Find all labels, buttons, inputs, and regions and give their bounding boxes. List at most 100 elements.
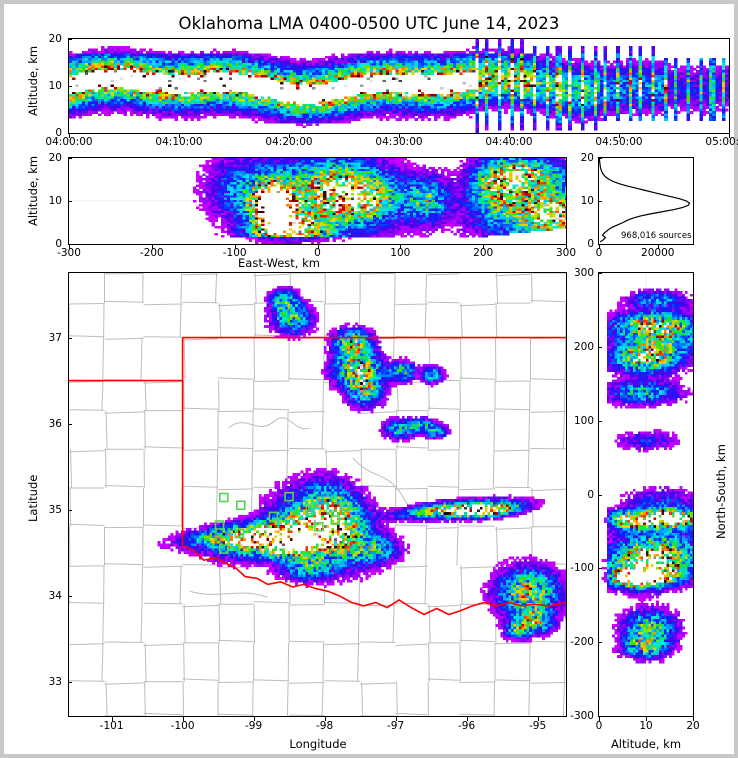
tick-mark (400, 245, 402, 249)
tick-mark (693, 717, 694, 721)
tick-label: 0 (55, 127, 62, 139)
tick-label: 20 (686, 720, 700, 732)
tick-label: 20 (48, 152, 62, 164)
tick-label: 0 (587, 488, 594, 501)
tick-label: 200 (573, 340, 594, 353)
tick-mark (598, 201, 602, 202)
map-xlabel: Longitude (289, 737, 347, 751)
tick-label: 0 (587, 238, 594, 250)
tick-label: 04:30:00 (375, 136, 423, 148)
tick-mark (289, 134, 290, 138)
tick-label: 34 (48, 589, 62, 602)
tick-label: 35 (48, 503, 62, 516)
tick-label: 0 (595, 720, 603, 732)
tick-mark (598, 244, 602, 245)
tick-label: 37 (48, 331, 62, 344)
tick-mark (179, 134, 180, 138)
tick-mark (253, 717, 255, 721)
tick-label: -96 (458, 720, 476, 732)
tick-label: 20000 (641, 247, 675, 259)
tick-mark (68, 681, 72, 683)
tick-mark (68, 133, 72, 134)
altitude-northsouth-plot (601, 273, 693, 716)
time-altitude-panel[interactable] (68, 38, 730, 134)
tick-label: 20 (580, 152, 594, 164)
tick-mark (657, 245, 659, 249)
tick-label: 10 (48, 195, 62, 207)
tick-label: 0 (55, 238, 62, 250)
tick-mark (111, 717, 113, 721)
tick-label: -200 (139, 247, 164, 259)
tick-label: 300 (573, 267, 594, 279)
tick-mark (466, 717, 468, 721)
tick-mark (598, 420, 602, 422)
map-panel[interactable] (68, 272, 567, 717)
tick-label: 04:20:00 (265, 136, 313, 148)
altitude-histogram-plot (599, 158, 691, 243)
tick-label: -98 (316, 720, 334, 732)
tick-mark (68, 39, 72, 40)
time-altitude-plot (69, 39, 729, 133)
tick-mark (68, 337, 72, 339)
tick-label: 05:00:00 (705, 136, 738, 148)
tick-mark (598, 494, 602, 496)
tick-mark (68, 595, 72, 597)
tick-label: -95 (529, 720, 547, 732)
tick-mark (483, 245, 485, 249)
tick-mark (69, 134, 70, 138)
tick-mark (395, 717, 397, 721)
tick-label: 04:10:00 (155, 136, 203, 148)
tick-mark (234, 245, 236, 249)
northsouth-ylabel: North-South, km (714, 444, 728, 539)
tick-mark (599, 245, 600, 249)
tick-mark (324, 717, 326, 721)
eastwest-ylabel: Altitude, km (26, 155, 40, 226)
tick-label: 04:40:00 (485, 136, 533, 148)
tick-mark (509, 134, 510, 138)
tick-label: -200 (570, 636, 594, 649)
tick-mark (68, 86, 72, 87)
tick-label: 20 (48, 33, 62, 45)
tick-label: -97 (387, 720, 405, 732)
map-plot (69, 273, 566, 716)
altitude-histogram-panel[interactable] (598, 157, 694, 245)
tick-label: 10 (639, 720, 653, 732)
tick-mark (68, 158, 72, 159)
figure-canvas: Oklahoma LMA 0400-0500 UTC June 14, 2023… (4, 4, 738, 754)
tick-label: -100 (222, 247, 247, 259)
eastwest-altitude-panel[interactable] (68, 157, 567, 245)
tick-label: 0 (314, 247, 321, 259)
tick-label: 04:00:00 (45, 136, 93, 148)
tick-mark (598, 716, 602, 717)
tick-mark (68, 509, 72, 511)
tick-mark (68, 423, 72, 425)
tick-label: 200 (473, 247, 494, 259)
tick-label: 100 (390, 247, 411, 259)
tick-label: 0 (595, 247, 603, 259)
tick-label: 10 (580, 195, 594, 207)
tick-mark (598, 346, 602, 348)
tick-label: 36 (48, 417, 62, 430)
altitude-northsouth-panel[interactable] (598, 272, 694, 717)
tick-label: 33 (48, 675, 62, 688)
tick-label: 100 (573, 414, 594, 427)
tick-label: -99 (245, 720, 263, 732)
tick-mark (182, 717, 184, 721)
tick-mark (399, 134, 400, 138)
figure-title: Oklahoma LMA 0400-0500 UTC June 14, 2023 (178, 14, 560, 33)
tick-label: -300 (57, 247, 81, 259)
tick-mark (598, 158, 602, 159)
tick-mark (599, 717, 600, 721)
tick-label: -101 (99, 720, 124, 732)
tick-mark (598, 642, 602, 644)
source-count-annotation: 968,016 sources (621, 231, 692, 241)
tick-mark (317, 245, 319, 249)
eastwest-altitude-plot (69, 158, 566, 244)
tick-mark (619, 134, 620, 138)
tick-mark (566, 245, 567, 249)
tick-label: -100 (170, 720, 195, 732)
tick-mark (646, 717, 647, 721)
tick-label: 300 (555, 247, 577, 259)
tick-mark (537, 717, 539, 721)
tick-mark (598, 273, 602, 274)
